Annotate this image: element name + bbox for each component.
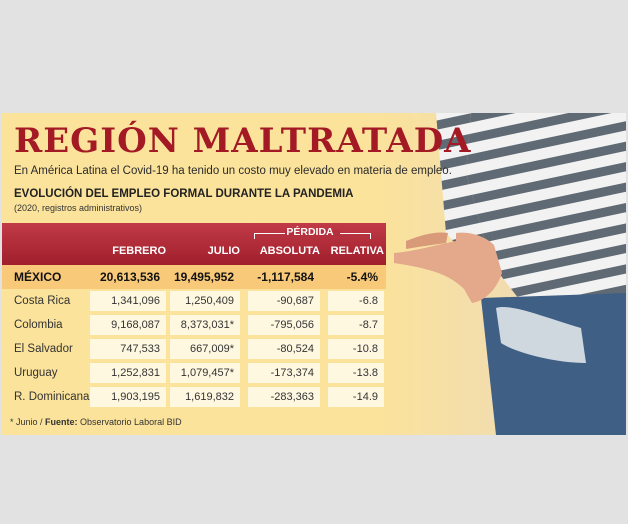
row-febrero: 1,252,831 bbox=[90, 363, 166, 383]
row-julio: 1,619,832 bbox=[170, 387, 240, 407]
row-febrero: 9,168,087 bbox=[90, 315, 166, 335]
row-country: R. Dominicana bbox=[14, 391, 90, 403]
section-title: EVOLUCIÓN DEL EMPLEO FORMAL DURANTE LA P… bbox=[14, 188, 354, 200]
row-absoluta: -80,524 bbox=[248, 339, 320, 359]
row-relativa: -6.8 bbox=[328, 291, 384, 311]
subtitle: En América Latina el Covid-19 ha tenido … bbox=[14, 165, 452, 177]
table-row: R. Dominicana 1,903,195 1,619,832 -283,3… bbox=[2, 385, 386, 409]
footnote-source: Observatorio Laboral BID bbox=[77, 417, 182, 427]
row-country: Uruguay bbox=[14, 367, 58, 379]
row-relativa: -13.8 bbox=[328, 363, 384, 383]
table-row: MÉXICO 20,613,536 19,495,952 -1,117,584 … bbox=[2, 265, 386, 289]
table-row: El Salvador 747,533 667,009* -80,524 -10… bbox=[2, 337, 386, 361]
row-julio: 667,009* bbox=[170, 339, 240, 359]
empty-pocket-illustration bbox=[394, 113, 626, 435]
photo-empty-pocket bbox=[376, 113, 626, 435]
row-febrero: 20,613,536 bbox=[99, 270, 160, 284]
row-absoluta: -283,363 bbox=[248, 387, 320, 407]
table-row: Colombia 9,168,087 8,373,031* -795,056 -… bbox=[2, 313, 386, 337]
section-note: (2020, registros administrativos) bbox=[14, 203, 143, 213]
row-julio: 1,250,409 bbox=[170, 291, 240, 311]
row-febrero: 1,903,195 bbox=[90, 387, 166, 407]
row-country: MÉXICO bbox=[14, 270, 62, 284]
row-absoluta: -1,117,584 bbox=[257, 270, 314, 284]
row-febrero: 1,341,096 bbox=[90, 291, 166, 311]
row-country: El Salvador bbox=[14, 343, 73, 355]
header-absoluta: ABSOLUTA bbox=[259, 245, 320, 257]
footnote-prefix: * Junio / bbox=[10, 417, 46, 427]
row-relativa: -8.7 bbox=[328, 315, 384, 335]
row-relativa: -14.9 bbox=[328, 387, 384, 407]
row-relativa: -5.4% bbox=[346, 270, 378, 284]
row-julio: 19,495,952 bbox=[173, 270, 234, 284]
header-perdida: PÉRDIDA bbox=[286, 226, 334, 238]
row-country: Colombia bbox=[14, 319, 63, 331]
row-absoluta: -795,056 bbox=[248, 315, 320, 335]
row-relativa: -10.8 bbox=[328, 339, 384, 359]
header-febrero: FEBRERO bbox=[112, 245, 166, 257]
page-title: REGIÓN MALTRATADA bbox=[14, 121, 472, 161]
footnote-source-label: Fuente: bbox=[45, 417, 78, 427]
table-header: PÉRDIDA FEBRERO JULIO ABSOLUTA RELATIVA bbox=[2, 223, 386, 265]
row-julio: 8,373,031* bbox=[170, 315, 240, 335]
row-absoluta: -173,374 bbox=[248, 363, 320, 383]
table-row: Costa Rica 1,341,096 1,250,409 -90,687 -… bbox=[2, 289, 386, 313]
header-julio: JULIO bbox=[207, 245, 240, 257]
table-row: Uruguay 1,252,831 1,079,457* -173,374 -1… bbox=[2, 361, 386, 385]
employment-table: PÉRDIDA FEBRERO JULIO ABSOLUTA RELATIVA … bbox=[2, 223, 386, 409]
row-febrero: 747,533 bbox=[90, 339, 166, 359]
row-julio: 1,079,457* bbox=[170, 363, 240, 383]
row-country: Costa Rica bbox=[14, 295, 71, 307]
infographic: REGIÓN MALTRATADA En América Latina el C… bbox=[2, 113, 626, 435]
header-relativa: RELATIVA bbox=[330, 245, 384, 257]
row-absoluta: -90,687 bbox=[248, 291, 320, 311]
footnote: * Junio / Fuente: Observatorio Laboral B… bbox=[10, 417, 182, 427]
